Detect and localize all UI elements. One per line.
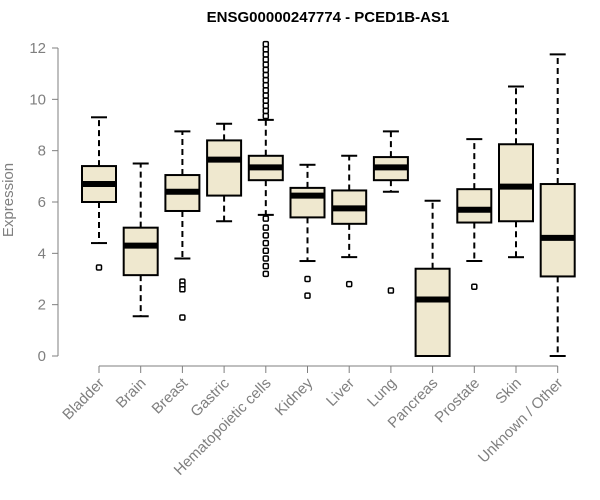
outlier-point	[345, 280, 353, 288]
y-tick-label: 4	[38, 245, 46, 262]
box-skin	[498, 85, 534, 259]
outlier-point	[95, 264, 103, 271]
iqr-box	[289, 186, 326, 219]
box-kidney	[289, 163, 326, 299]
iqr-box	[122, 226, 159, 277]
box-prostate	[456, 138, 493, 290]
y-tick-label: 12	[29, 40, 46, 57]
x-tick-label: Prostate	[432, 375, 484, 427]
x-tick-label: Kidney	[272, 374, 317, 419]
y-tick-label: 8	[38, 143, 46, 160]
box-unknown-other	[539, 53, 576, 357]
y-axis-label: Expression	[0, 163, 17, 237]
iqr-box	[498, 143, 534, 223]
x-tick-label: Skin	[492, 375, 525, 408]
outlier-point	[262, 255, 270, 262]
outlier-point	[262, 215, 270, 222]
box-hematopoietic-cells	[247, 40, 284, 278]
outlier-point	[262, 224, 270, 231]
outlier-point	[262, 61, 270, 68]
outlier-point	[387, 287, 395, 294]
outlier-point	[304, 275, 311, 283]
outlier-point	[262, 239, 270, 247]
chart-title: ENSG00000247774 - PCED1B-AS1	[207, 9, 450, 26]
outlier-point	[262, 232, 270, 239]
iqr-box	[414, 267, 451, 358]
outlier-point	[262, 112, 270, 120]
outlier-point	[262, 76, 270, 84]
outlier-point	[262, 270, 270, 278]
outlier-point	[262, 40, 270, 48]
outlier-point	[262, 87, 270, 94]
box-brain	[122, 162, 159, 318]
box-lung	[372, 130, 409, 294]
y-tick-label: 0	[38, 348, 46, 365]
outlier-point	[262, 46, 270, 53]
outlier-point	[262, 66, 270, 74]
y-tick-label: 10	[29, 91, 46, 108]
x-tick-label: Liver	[323, 375, 358, 410]
y-tick-label: 2	[38, 297, 46, 314]
box-breast	[164, 130, 201, 321]
box-bladder	[81, 116, 117, 271]
outlier-point	[262, 107, 270, 115]
outlier-point	[471, 283, 478, 290]
outlier-point	[304, 292, 311, 299]
outlier-point	[262, 247, 270, 255]
outlier-point	[262, 56, 270, 63]
iqr-box	[539, 183, 576, 278]
outlier-point	[262, 262, 270, 270]
outlier-point	[179, 286, 186, 293]
x-tick-label: Bladder	[59, 375, 108, 424]
x-tick-label: Lung	[364, 375, 400, 411]
outlier-point	[262, 51, 270, 58]
outlier-point	[262, 71, 270, 79]
iqr-box	[456, 188, 493, 224]
outlier-point	[262, 81, 270, 89]
box-gastric	[206, 122, 243, 223]
outlier-point	[262, 92, 270, 99]
iqr-box	[206, 139, 243, 197]
y-tick-label: 6	[38, 194, 46, 211]
outlier-point	[262, 97, 270, 104]
box-pancreas	[414, 199, 451, 358]
outlier-point	[179, 314, 186, 321]
box-group	[81, 40, 576, 358]
box-liver	[331, 154, 368, 288]
x-tick-label: Brain	[113, 375, 150, 412]
x-tick-label: Breast	[149, 374, 192, 417]
outlier-point	[262, 102, 270, 109]
y-axis: 0 2 4 6 8 10 12	[29, 40, 59, 365]
